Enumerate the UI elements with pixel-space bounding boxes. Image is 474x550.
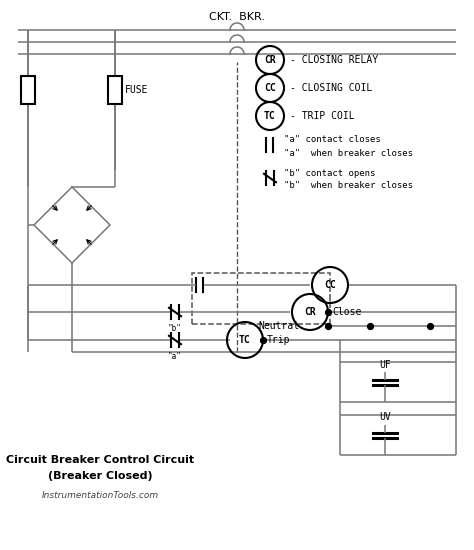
Text: UF: UF [379,360,391,370]
Text: - TRIP COIL: - TRIP COIL [290,111,355,121]
Text: InstrumentationTools.com: InstrumentationTools.com [41,491,159,499]
Text: "a" contact closes: "a" contact closes [284,135,381,145]
Point [426,322,434,331]
Text: CR: CR [304,307,316,317]
Bar [21,76,35,104]
Text: - CLOSING RELAY: - CLOSING RELAY [290,55,378,65]
Text: Trip: Trip [267,335,291,345]
Text: (Breaker Closed): (Breaker Closed) [48,471,152,481]
Bar [108,76,122,104]
Point [259,336,267,344]
Text: "a": "a" [168,352,182,361]
Text: TC: TC [239,335,251,345]
Text: - CLOSING COIL: - CLOSING COIL [290,83,372,93]
Text: CR: CR [264,55,276,65]
Text: "b" contact opens: "b" contact opens [284,168,375,178]
Point [324,307,332,316]
Text: "b"  when breaker closes: "b" when breaker closes [284,182,413,190]
Bar [192,273,330,324]
Text: CC: CC [264,83,276,93]
Text: Close: Close [332,307,361,317]
Text: Neutral: Neutral [259,321,300,331]
Point [324,322,332,331]
Text: Circuit Breaker Control Circuit: Circuit Breaker Control Circuit [6,455,194,465]
Text: "b": "b" [168,324,182,333]
Text: CKT.  BKR.: CKT. BKR. [209,12,265,22]
Text: UV: UV [379,412,391,422]
Text: TC: TC [264,111,276,121]
Text: FUSE: FUSE [125,85,148,95]
Text: CC: CC [324,280,336,290]
Point [366,322,374,331]
Text: "a"  when breaker closes: "a" when breaker closes [284,148,413,157]
